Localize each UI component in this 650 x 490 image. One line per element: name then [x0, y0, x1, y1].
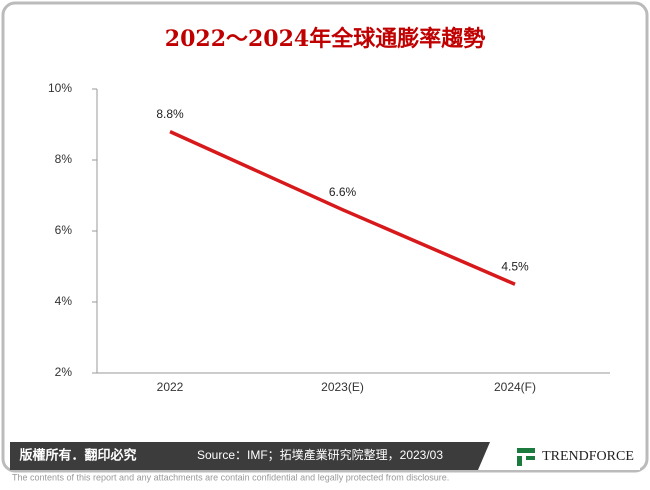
- source: Source：IMF；拓墣產業研究院整理，2023/03: [197, 447, 443, 462]
- x-tick-label: 2024(F): [494, 380, 536, 394]
- logo-icon: [517, 448, 535, 466]
- copyright: 版權所有．翻印必究: [19, 447, 136, 462]
- x-tick-label: 2022: [157, 380, 184, 394]
- x-tick-label: 2023(E): [321, 380, 364, 394]
- y-tick-label: 8%: [55, 152, 73, 166]
- value-label: 4.5%: [501, 259, 529, 273]
- y-tick-label: 2%: [55, 365, 73, 379]
- value-label: 6.6%: [329, 185, 357, 199]
- chart-title: 2022～2024年全球通膨率趨勢: [165, 26, 485, 52]
- value-label: 8.8%: [156, 107, 184, 121]
- disclaimer: The contents of this report and any atta…: [12, 472, 449, 482]
- frame: [1, 1, 649, 473]
- y-tick-label: 10%: [48, 81, 72, 95]
- line: [169, 130, 516, 286]
- y-tick-label: 6%: [55, 223, 73, 237]
- brand: TRENDFORCE: [542, 449, 634, 464]
- y-tick-label: 4%: [55, 294, 73, 308]
